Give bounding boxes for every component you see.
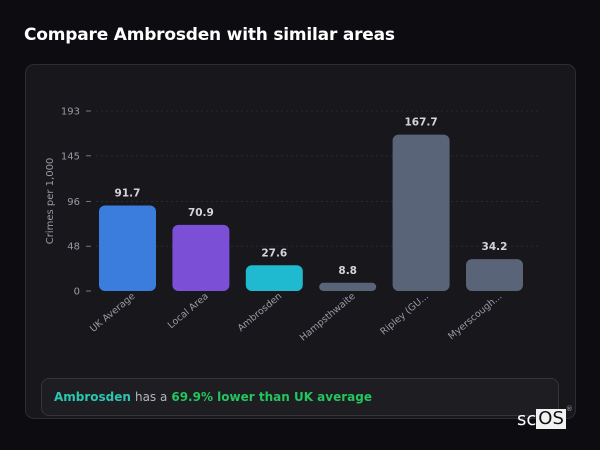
x-tick-label: Ambrosden bbox=[236, 291, 285, 334]
x-tick-label: Local Area bbox=[166, 291, 211, 331]
insight-banner: Ambrosden has a 69.9% lower than UK aver… bbox=[41, 378, 559, 416]
logo-sc: sc bbox=[517, 408, 537, 430]
insight-connector: has a bbox=[134, 390, 168, 404]
registered-mark-icon: ® bbox=[565, 405, 573, 413]
bar-value-label: 91.7 bbox=[115, 187, 141, 199]
bar-value-label: 70.9 bbox=[188, 207, 214, 219]
insight-place: Ambrosden bbox=[54, 390, 131, 404]
bar[interactable] bbox=[466, 259, 523, 291]
grid-lines bbox=[96, 110, 540, 247]
page-title: Compare Ambrosden with similar areas bbox=[24, 25, 395, 45]
insight-stat: 69.9% lower than UK average bbox=[171, 390, 372, 404]
bar[interactable] bbox=[172, 224, 230, 291]
bar-value-label: 8.8 bbox=[338, 265, 357, 277]
bar[interactable] bbox=[319, 282, 377, 291]
y-tick-label: 48 bbox=[67, 242, 80, 253]
x-tick-label: Hampsthwaite bbox=[298, 291, 358, 344]
bar-value-label: 167.7 bbox=[404, 117, 437, 129]
x-tick-label: Ripley (GU... bbox=[378, 291, 431, 338]
y-tick-label: 96 bbox=[67, 197, 80, 208]
bars: 91.7 70.9 27.6 8.8 167.7 34.2 bbox=[99, 117, 523, 291]
x-axis-labels: UK Average Local Area Ambrosden Hampsthwait… bbox=[88, 291, 504, 344]
bar-value-label: 34.2 bbox=[482, 241, 508, 253]
y-axis-label: Crimes per 1,000 bbox=[45, 158, 56, 245]
bar[interactable] bbox=[392, 134, 450, 291]
scos-logo: sc OS ® bbox=[517, 405, 573, 430]
y-tick-label: 145 bbox=[61, 151, 80, 162]
x-tick-label: Myerscough... bbox=[446, 291, 504, 342]
y-tick-label: 193 bbox=[61, 107, 80, 118]
y-tick-label: 0 bbox=[74, 287, 80, 298]
x-tick-label: UK Average bbox=[88, 291, 137, 335]
bar[interactable] bbox=[99, 205, 156, 291]
bar-value-label: 27.6 bbox=[261, 247, 287, 259]
y-axis: 0 48 96 145 193 bbox=[61, 107, 91, 298]
logo-os: OS bbox=[536, 408, 566, 429]
bar[interactable] bbox=[245, 265, 303, 291]
